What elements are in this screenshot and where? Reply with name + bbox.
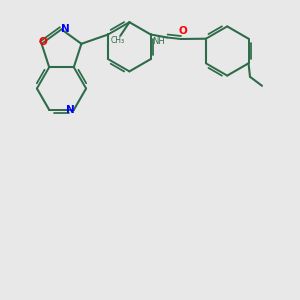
Text: O: O <box>179 26 188 37</box>
Text: O: O <box>39 37 47 47</box>
Text: N: N <box>66 105 75 115</box>
Text: N: N <box>61 24 70 34</box>
Text: CH₃: CH₃ <box>110 36 124 45</box>
Text: NH: NH <box>153 37 165 46</box>
